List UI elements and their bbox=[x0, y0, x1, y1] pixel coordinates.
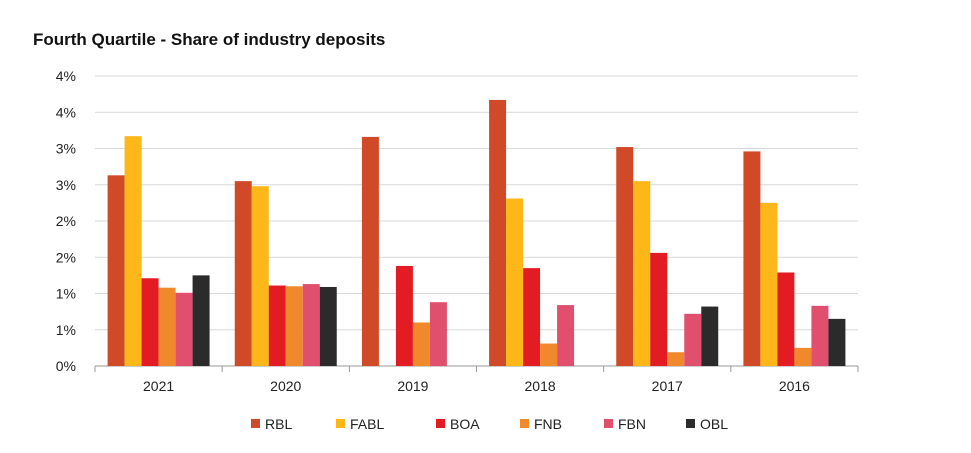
bar-boa-2017 bbox=[650, 252, 668, 366]
y-tick-label: 4% bbox=[56, 104, 76, 120]
chart-title: Fourth Quartile - Share of industry depo… bbox=[33, 30, 386, 49]
y-axis-ticks: 0% 1% 1% 2% 2% 3% 3% 4% 4% bbox=[56, 68, 76, 374]
bar-rbl-2016 bbox=[743, 151, 761, 366]
y-tick-label: 4% bbox=[56, 68, 76, 84]
legend-swatch-rbl bbox=[251, 419, 260, 428]
bar-fabl-2017 bbox=[633, 181, 651, 366]
bar-boa-2019 bbox=[395, 265, 413, 366]
bar-rbl-2021 bbox=[107, 175, 125, 366]
bar-rbl-2020 bbox=[234, 181, 252, 366]
legend-swatch-obl bbox=[686, 419, 695, 428]
bar-fbn-2018 bbox=[557, 305, 575, 366]
bar-fnb-2020 bbox=[285, 286, 303, 366]
legend-label-obl: OBL bbox=[700, 416, 728, 432]
x-tick-label: 2016 bbox=[779, 378, 810, 394]
x-tick-label: 2019 bbox=[397, 378, 428, 394]
bar-rbl-2018 bbox=[489, 99, 507, 367]
bar-boa-2016 bbox=[777, 272, 795, 366]
y-tick-label: 1% bbox=[56, 286, 76, 302]
bar-fnb-2016 bbox=[794, 347, 812, 366]
legend-label-rbl: RBL bbox=[265, 416, 292, 432]
bar-obl-2021 bbox=[192, 275, 210, 366]
bar-fbn-2016 bbox=[811, 305, 829, 366]
legend-label-fnb: FNB bbox=[534, 416, 562, 432]
bar-fnb-2021 bbox=[158, 287, 176, 366]
x-tick-label: 2020 bbox=[270, 378, 301, 394]
y-tick-label: 3% bbox=[56, 141, 76, 157]
x-tick-label: 2021 bbox=[143, 378, 174, 394]
bar-fabl-2020 bbox=[251, 186, 269, 366]
legend-swatch-fnb bbox=[520, 419, 529, 428]
legend-label-boa: BOA bbox=[450, 416, 480, 432]
y-tick-label: 3% bbox=[56, 177, 76, 193]
bar-fbn-2017 bbox=[684, 313, 702, 366]
bar-boa-2018 bbox=[523, 268, 541, 366]
legend-label-fbn: FBN bbox=[618, 416, 646, 432]
bar-fbn-2019 bbox=[429, 302, 447, 366]
bars bbox=[107, 99, 846, 367]
legend-swatch-boa bbox=[436, 419, 445, 428]
bar-fnb-2018 bbox=[540, 343, 558, 366]
legend: RBL FABL BOA FNB FBN OBL bbox=[251, 416, 728, 432]
bar-boa-2020 bbox=[268, 285, 286, 366]
bar-obl-2017 bbox=[701, 306, 719, 366]
y-tick-label: 0% bbox=[56, 358, 76, 374]
legend-swatch-fabl bbox=[336, 419, 345, 428]
bar-fabl-2018 bbox=[506, 198, 524, 366]
bar-fabl-2021 bbox=[124, 136, 142, 366]
bar-obl-2020 bbox=[319, 286, 337, 366]
bar-rbl-2017 bbox=[616, 147, 634, 366]
bar-fabl-2016 bbox=[760, 202, 778, 366]
bar-fnb-2019 bbox=[412, 322, 430, 366]
legend-label-fabl: FABL bbox=[350, 416, 384, 432]
bar-obl-2016 bbox=[828, 318, 846, 366]
bar-boa-2021 bbox=[141, 278, 159, 366]
bar-rbl-2019 bbox=[361, 136, 379, 366]
y-tick-label: 2% bbox=[56, 249, 76, 265]
bar-fbn-2021 bbox=[175, 292, 193, 366]
bar-fbn-2020 bbox=[302, 284, 320, 366]
y-tick-label: 1% bbox=[56, 322, 76, 338]
y-tick-label: 2% bbox=[56, 213, 76, 229]
legend-swatch-fbn bbox=[604, 419, 613, 428]
bar-fnb-2017 bbox=[667, 352, 685, 366]
x-tick-label: 2018 bbox=[525, 378, 556, 394]
x-tick-label: 2017 bbox=[652, 378, 683, 394]
x-axis: 2021 2020 2019 2018 2017 2016 bbox=[94, 366, 859, 394]
